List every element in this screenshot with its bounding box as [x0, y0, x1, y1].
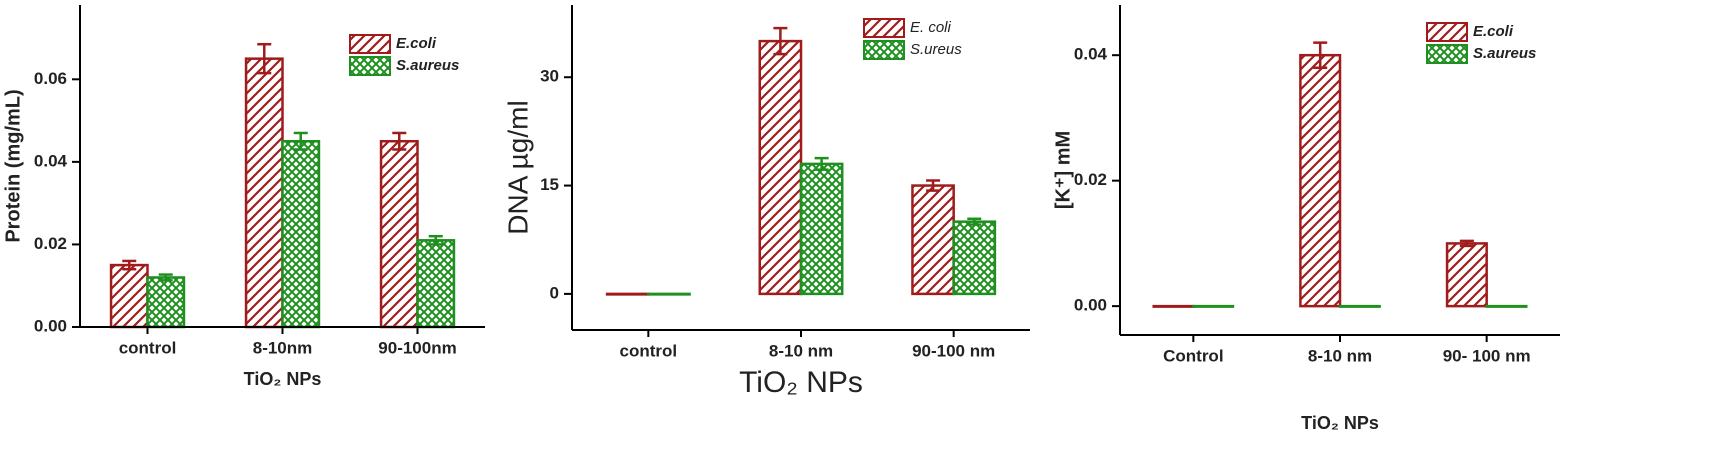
bar — [1299, 53, 1342, 308]
bar — [379, 139, 419, 329]
x-axis-label: TiO₂ NPs — [1301, 413, 1379, 433]
legend-swatch — [863, 40, 905, 60]
y-tick-label: 0.02 — [1074, 170, 1107, 189]
legend-swatch — [1426, 22, 1468, 42]
bar — [244, 57, 284, 329]
bar — [605, 292, 650, 296]
bar — [911, 184, 955, 296]
bar — [799, 162, 844, 296]
x-tick-label: 8-10 nm — [1308, 346, 1372, 365]
bar — [1338, 304, 1381, 308]
legend-swatch — [1426, 44, 1468, 64]
bar — [109, 263, 149, 329]
y-tick-label: 30 — [540, 67, 559, 86]
error-bar — [257, 42, 272, 75]
y-tick-label: 0.06 — [34, 69, 67, 88]
bar — [758, 39, 803, 296]
legend-label: E. coli — [910, 19, 952, 36]
bar — [1445, 242, 1488, 308]
error-bar — [428, 234, 443, 246]
bar — [647, 292, 691, 296]
error-bar — [293, 131, 308, 151]
y-tick-label: 15 — [540, 175, 559, 194]
legend-label: S.aureus — [396, 57, 459, 74]
error-bar — [926, 179, 941, 192]
error-bar — [122, 259, 137, 271]
y-tick-label: 0.04 — [34, 151, 68, 170]
x-tick-label: 90-100nm — [378, 338, 456, 357]
y-tick-label: 0.00 — [1074, 296, 1107, 315]
y-axis-label: DNA µg/ml — [502, 100, 533, 234]
bar — [952, 220, 997, 296]
legend-label: S.aureus — [1473, 45, 1536, 62]
legend-swatch — [349, 34, 391, 54]
y-tick-label: 0.00 — [34, 316, 67, 335]
legend-label: E.coli — [396, 35, 437, 52]
error-bar — [1459, 239, 1474, 248]
error-bar — [967, 217, 982, 226]
x-tick-label: 8-10nm — [253, 338, 313, 357]
y-tick-label: 0.02 — [34, 234, 67, 253]
bar — [1485, 304, 1528, 308]
x-tick-label: 90-100 nm — [912, 341, 995, 360]
y-axis-label: [K⁺] mM — [1052, 131, 1074, 209]
y-tick-label: 0.04 — [1074, 45, 1108, 64]
x-tick-label: Control — [1163, 346, 1223, 365]
legend-swatch — [349, 56, 391, 76]
error-bar — [392, 131, 407, 151]
x-axis-label: TiO₂ NPs — [244, 369, 322, 389]
x-axis-label: TiO₂ NPs — [739, 366, 863, 399]
bar — [1152, 304, 1195, 308]
bar — [416, 239, 456, 329]
bar — [1192, 304, 1235, 308]
error-bar — [158, 273, 173, 282]
y-axis-label: Protein (mg/mL) — [2, 89, 24, 242]
x-tick-label: 90- 100 nm — [1443, 346, 1531, 365]
error-bar — [1313, 41, 1328, 69]
legend-label: S.ureus — [910, 41, 962, 58]
x-tick-label: 8-10 nm — [769, 341, 833, 360]
y-tick-label: 0 — [550, 283, 559, 302]
bar — [281, 139, 321, 329]
x-tick-label: control — [119, 338, 177, 357]
bar — [146, 276, 186, 329]
legend-swatch — [863, 18, 905, 38]
x-tick-label: control — [620, 341, 678, 360]
legend-label: E.coli — [1473, 23, 1514, 40]
error-bar — [814, 156, 829, 171]
error-bar — [773, 26, 788, 56]
